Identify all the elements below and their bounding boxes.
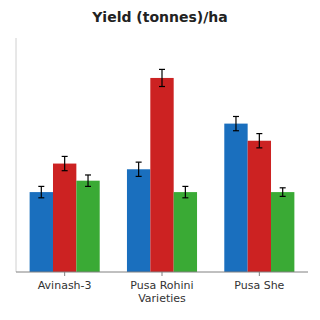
x-tick xyxy=(162,272,163,276)
bar xyxy=(76,181,99,272)
bars xyxy=(30,69,295,272)
x-tick xyxy=(64,272,65,276)
title: Yield (tonnes)/ha xyxy=(91,9,228,25)
x-tick xyxy=(259,272,260,276)
x-tick-label: Pusa RohiniVarieties xyxy=(130,279,193,305)
bar xyxy=(271,192,294,272)
error-bar xyxy=(136,162,142,176)
bar xyxy=(174,192,197,272)
chart: Yield (tonnes)/ha Avinash-3 Pusa RohiniVar… xyxy=(0,0,320,320)
error-bar xyxy=(182,186,188,197)
error-bar xyxy=(233,116,239,130)
error-bar xyxy=(280,188,286,197)
x-tick-label: Pusa She xyxy=(234,279,284,292)
error-bar xyxy=(38,186,44,197)
error-bar xyxy=(256,134,262,148)
bar xyxy=(248,141,271,272)
bar xyxy=(127,169,150,272)
bar xyxy=(150,78,173,272)
bar xyxy=(224,124,247,272)
error-bar xyxy=(62,156,68,170)
error-bar xyxy=(85,175,91,186)
chart-container: Yield (tonnes)/ha Avinash-3 Pusa RohiniVar… xyxy=(0,0,320,320)
bar xyxy=(30,192,53,272)
y-axis-line xyxy=(16,38,17,272)
bar xyxy=(53,164,76,272)
x-tick-label: Avinash-3 xyxy=(38,279,92,292)
error-bar xyxy=(159,69,165,86)
